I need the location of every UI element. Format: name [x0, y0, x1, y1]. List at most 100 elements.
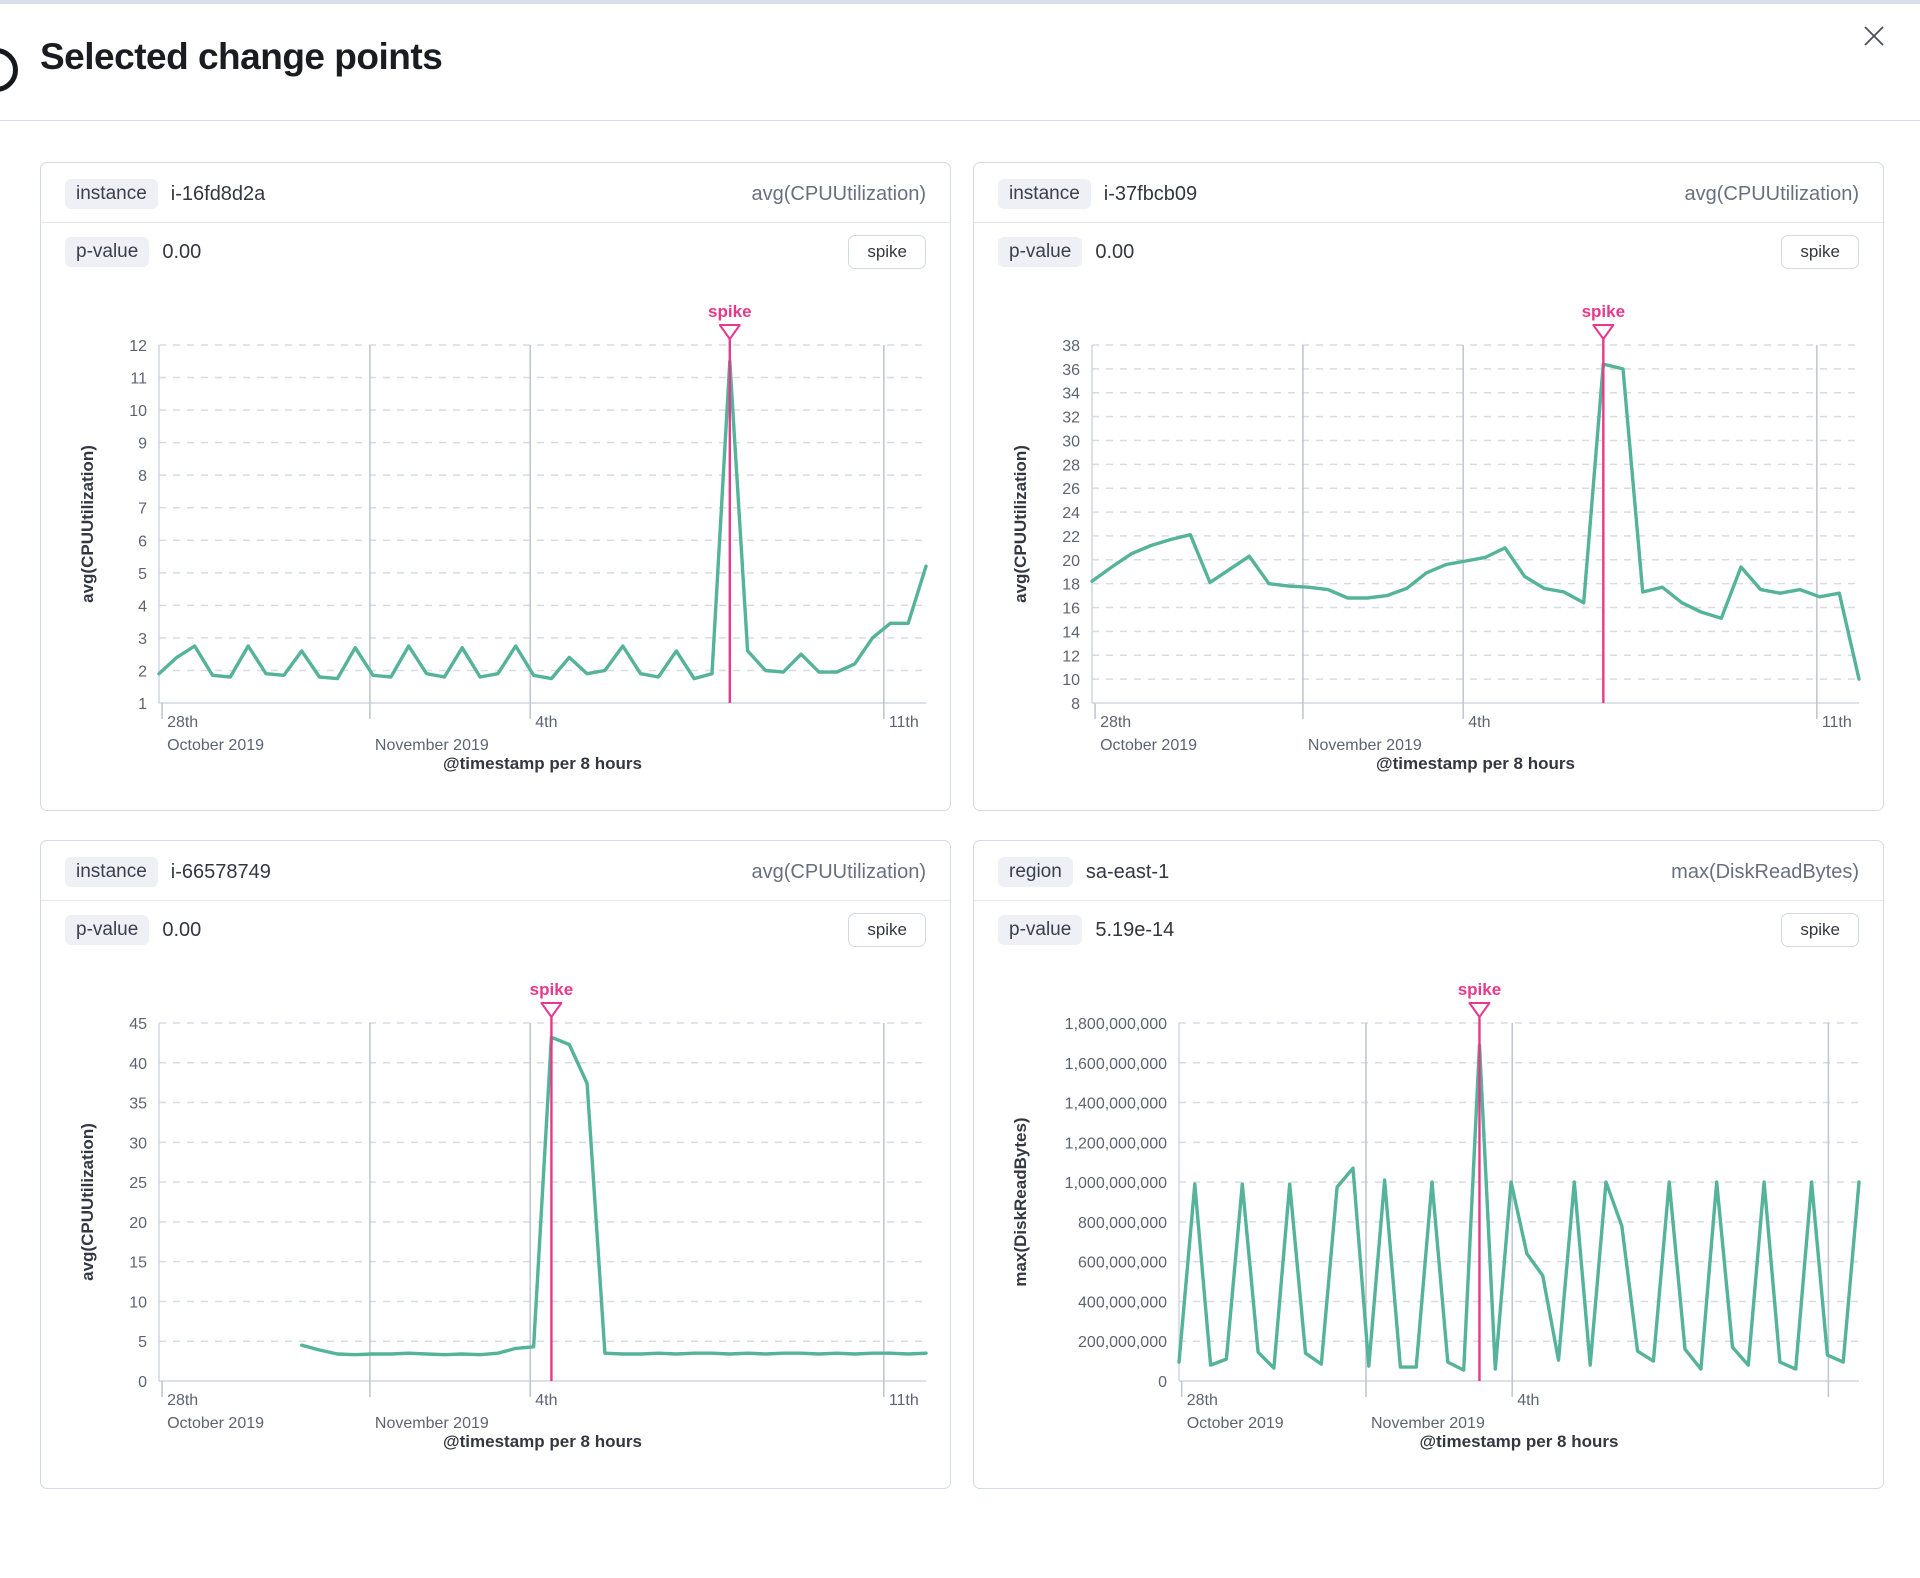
svg-text:7: 7	[138, 501, 147, 518]
svg-text:October 2019: October 2019	[167, 737, 264, 754]
svg-text:0: 0	[1158, 1374, 1167, 1391]
svg-text:11th: 11th	[889, 714, 919, 731]
p-value-badge: p-value	[998, 237, 1083, 267]
svg-text:4: 4	[138, 598, 147, 615]
svg-text:30: 30	[129, 1135, 147, 1152]
svg-text:30: 30	[1062, 433, 1080, 450]
change-type-badge[interactable]: spike	[1781, 235, 1859, 269]
svg-text:spike: spike	[708, 302, 751, 321]
svg-text:October 2019: October 2019	[167, 1415, 264, 1432]
svg-text:800,000,000: 800,000,000	[1078, 1215, 1167, 1232]
svg-text:spike: spike	[530, 980, 573, 999]
svg-text:10: 10	[129, 403, 147, 420]
close-button[interactable]	[1854, 16, 1894, 56]
field-badge: instance	[65, 857, 158, 887]
svg-text:November 2019: November 2019	[375, 737, 489, 754]
change-point-card: region sa-east-1 max(DiskReadBytes) p-va…	[973, 840, 1884, 1489]
svg-text:26: 26	[1062, 481, 1080, 498]
svg-text:22: 22	[1062, 529, 1080, 546]
svg-text:1,200,000,000: 1,200,000,000	[1065, 1135, 1167, 1152]
svg-text:avg(CPUUtilization): avg(CPUUtilization)	[1011, 445, 1030, 603]
svg-text:10: 10	[129, 1294, 147, 1311]
metric-label: avg(CPUUtilization)	[751, 860, 927, 883]
change-point-card: instance i-66578749 avg(CPUUtilization) …	[40, 840, 951, 1489]
svg-text:6: 6	[138, 533, 147, 550]
svg-text:25: 25	[129, 1175, 147, 1192]
svg-text:20: 20	[1062, 553, 1080, 570]
p-value: 0.00	[1095, 240, 1135, 263]
svg-text:11th: 11th	[1822, 714, 1852, 731]
p-value-badge: p-value	[65, 237, 150, 267]
page-edge-strip	[0, 0, 1920, 4]
change-point-chart[interactable]: 0 5 10 15 20 25 30 35 40 45 28th October 2019 Novemb…	[41, 957, 952, 1482]
p-value: 5.19e-14	[1095, 918, 1175, 941]
p-value-badge: p-value	[998, 915, 1083, 945]
svg-text:avg(CPUUtilization): avg(CPUUtilization)	[78, 445, 97, 603]
svg-text:40: 40	[129, 1056, 147, 1073]
svg-text:10: 10	[1062, 672, 1080, 689]
svg-text:1,600,000,000: 1,600,000,000	[1065, 1056, 1167, 1073]
svg-text:8: 8	[1071, 696, 1080, 713]
svg-text:28th: 28th	[167, 714, 198, 731]
metric-label: avg(CPUUtilization)	[1684, 182, 1860, 205]
svg-text:4th: 4th	[1517, 1392, 1539, 1409]
svg-text:9: 9	[138, 436, 147, 453]
svg-text:4th: 4th	[535, 714, 557, 731]
change-point-chart[interactable]: 1 2 3 4 5 6 7 8 9 10 11 12 28th October 2019 November …	[41, 279, 952, 804]
svg-text:32: 32	[1062, 410, 1080, 427]
change-type-badge[interactable]: spike	[848, 235, 926, 269]
svg-text:28th: 28th	[167, 1392, 198, 1409]
svg-text:11: 11	[130, 371, 147, 388]
svg-text:16: 16	[1062, 601, 1080, 618]
change-point-card: instance i-16fd8d2a avg(CPUUtilization) …	[40, 162, 951, 811]
change-type-badge[interactable]: spike	[1781, 913, 1859, 947]
svg-text:36: 36	[1062, 362, 1080, 379]
card-subheader: p-value 0.00 spike	[41, 223, 950, 279]
svg-text:0: 0	[138, 1374, 147, 1391]
p-value: 0.00	[162, 240, 202, 263]
card-subheader: p-value 0.00 spike	[41, 901, 950, 957]
svg-text:1: 1	[138, 696, 147, 713]
svg-text:12: 12	[129, 338, 147, 355]
svg-text:November 2019: November 2019	[1371, 1415, 1485, 1432]
p-value-badge: p-value	[65, 915, 150, 945]
svg-text:October 2019: October 2019	[1187, 1415, 1284, 1432]
card-subheader: p-value 5.19e-14 spike	[974, 901, 1883, 957]
change-type-badge[interactable]: spike	[848, 913, 926, 947]
svg-text:avg(CPUUtilization): avg(CPUUtilization)	[78, 1123, 97, 1281]
modal-header: Selected change points	[0, 0, 1920, 121]
svg-text:28th: 28th	[1187, 1392, 1218, 1409]
svg-text:20: 20	[129, 1215, 147, 1232]
close-icon	[1864, 26, 1884, 46]
svg-text:October 2019: October 2019	[1100, 737, 1197, 754]
change-point-card: instance i-37fbcb09 avg(CPUUtilization) …	[973, 162, 1884, 811]
svg-text:1,800,000,000: 1,800,000,000	[1065, 1016, 1167, 1033]
card-subheader: p-value 0.00 spike	[974, 223, 1883, 279]
svg-text:November 2019: November 2019	[1308, 737, 1422, 754]
svg-text:28th: 28th	[1100, 714, 1131, 731]
svg-text:600,000,000: 600,000,000	[1078, 1255, 1167, 1272]
svg-text:8: 8	[138, 468, 147, 485]
svg-text:24: 24	[1062, 505, 1080, 522]
svg-text:18: 18	[1062, 577, 1080, 594]
field-badge: instance	[65, 179, 158, 209]
svg-text:5: 5	[138, 1334, 147, 1351]
card-header: region sa-east-1 max(DiskReadBytes)	[974, 841, 1883, 901]
svg-text:200,000,000: 200,000,000	[1078, 1334, 1167, 1351]
change-point-chart[interactable]: 8 10 12 14 16 18 20 22 24 26 28 30 32 34 36 38 28th Octob…	[974, 279, 1885, 804]
svg-text:3: 3	[138, 631, 147, 648]
svg-text:spike: spike	[1582, 302, 1625, 321]
field-badge: instance	[998, 179, 1091, 209]
field-badge: region	[998, 857, 1073, 887]
svg-text:@timestamp per 8 hours: @timestamp per 8 hours	[1420, 1432, 1619, 1451]
svg-text:1,000,000,000: 1,000,000,000	[1065, 1175, 1167, 1192]
svg-text:2: 2	[138, 663, 147, 680]
svg-text:November 2019: November 2019	[375, 1415, 489, 1432]
metric-label: max(DiskReadBytes)	[1671, 860, 1859, 883]
change-point-chart[interactable]: 0 200,000,000 400,000,000 600,000,000 800,00…	[974, 957, 1885, 1482]
svg-text:45: 45	[129, 1016, 147, 1033]
page-title: Selected change points	[40, 36, 443, 77]
svg-text:38: 38	[1062, 338, 1080, 355]
svg-text:12: 12	[1062, 648, 1080, 665]
svg-text:4th: 4th	[1468, 714, 1490, 731]
